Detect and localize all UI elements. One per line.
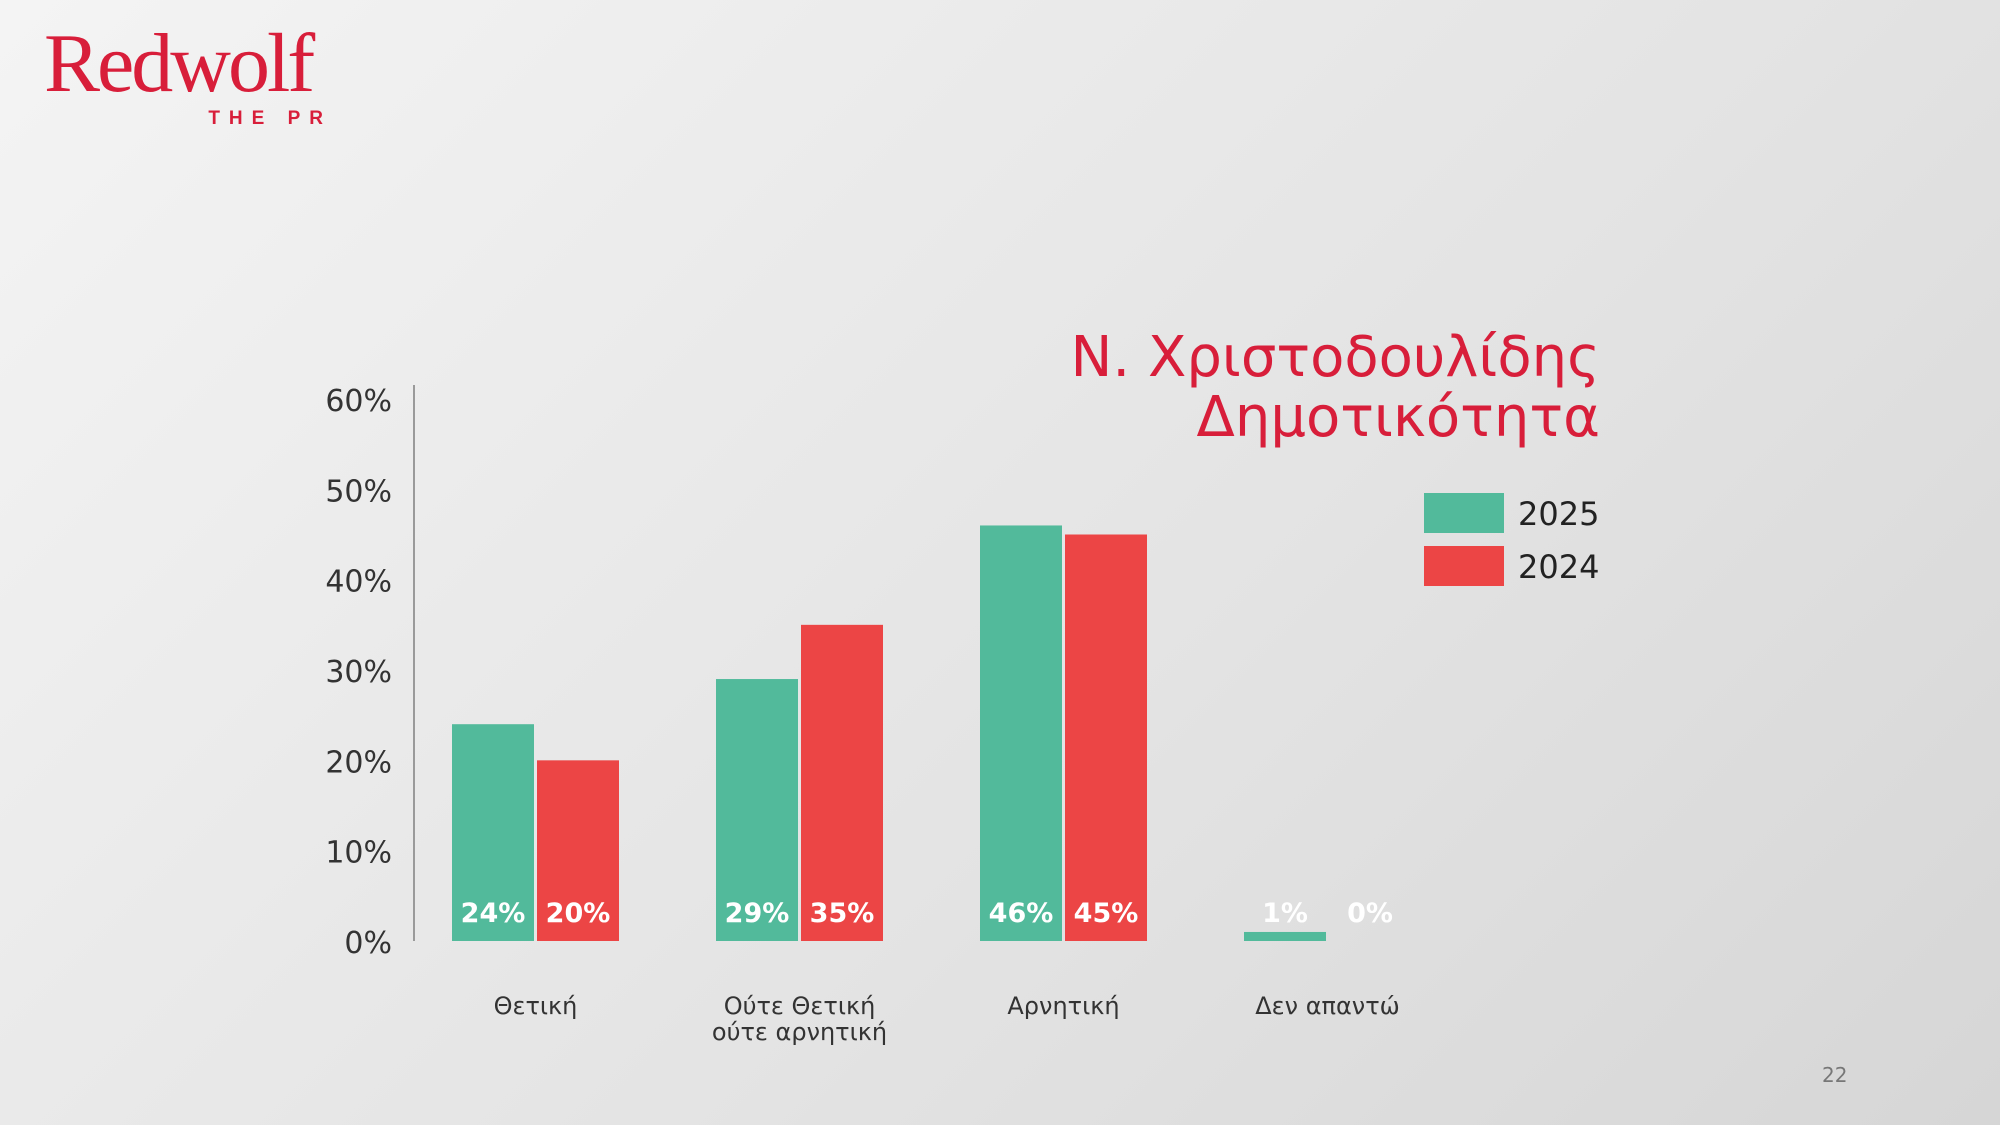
legend-swatch-2025 [1424, 493, 1504, 533]
bar-2025-3 [1244, 931, 1326, 941]
y-tick-label: 30% [325, 655, 392, 690]
page-number: 22 [1822, 1063, 1848, 1087]
category-label: ούτε αρνητική [712, 1018, 887, 1046]
data-label-2025-2: 46% [989, 898, 1054, 929]
bar-2024-2 [1065, 534, 1147, 941]
category-label: Αρνητική [1007, 992, 1119, 1020]
bar-2025-1 [716, 679, 798, 941]
bar-2024-1 [801, 624, 883, 941]
bar-2024-0 [537, 760, 619, 941]
bar-2025-2 [980, 525, 1062, 941]
chart-title-line-1: Ν. Χριστοδουλίδης [1070, 325, 1600, 390]
chart-title-line-2: Δημοτικότητα [1196, 385, 1600, 450]
legend-swatch-2024 [1424, 546, 1504, 586]
y-tick-label: 20% [325, 745, 392, 780]
bar-2025-0 [452, 724, 534, 941]
y-tick-label: 0% [344, 926, 392, 961]
y-tick-label: 40% [325, 565, 392, 600]
logo-wordmark: Redwolf [44, 17, 315, 110]
y-tick-label: 10% [325, 836, 392, 871]
category-label: Δεν απαντώ [1255, 992, 1399, 1020]
data-label-2025-0: 24% [461, 898, 526, 929]
data-label-2024-0: 20% [546, 898, 611, 929]
data-label-2025-1: 29% [725, 898, 790, 929]
category-label: Ούτε Θετική [724, 992, 876, 1020]
y-tick-label: 50% [325, 474, 392, 509]
data-label-2024-2: 45% [1074, 898, 1139, 929]
chart-title: Ν. Χριστοδουλίδης Δημοτικότητα [1071, 328, 1600, 448]
legend-label-2025: 2025 [1518, 495, 1600, 533]
logo: Redwolf THE PR [44, 22, 344, 132]
data-label-2024-3: 0% [1347, 898, 1393, 929]
category-label: Θετική [494, 992, 578, 1020]
data-label-2025-3: 1% [1262, 898, 1308, 929]
y-tick-label: 60% [325, 384, 392, 419]
logo-subtitle: THE PR [208, 108, 332, 129]
data-label-2024-1: 35% [810, 898, 875, 929]
legend-label-2024: 2024 [1518, 548, 1600, 586]
